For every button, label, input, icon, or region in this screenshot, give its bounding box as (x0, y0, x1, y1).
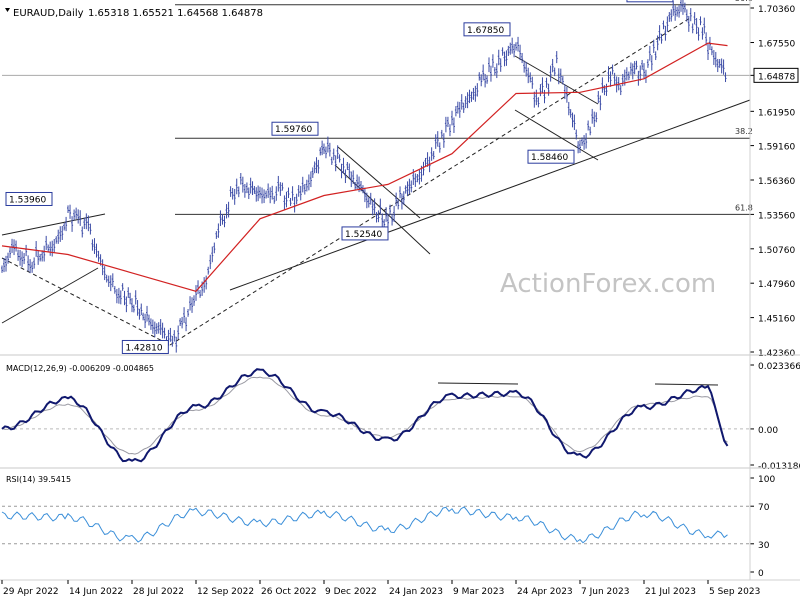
x-tick-label: 29 Apr 2022 (3, 587, 59, 597)
price-annotation: 1.70620 (626, 0, 674, 3)
price-annotation: 1.52540 (341, 226, 389, 241)
price-y-tick-label: 1.47960 (758, 280, 795, 290)
x-tick-label: 21 Jul 2023 (645, 587, 696, 597)
macd-y-tick-label: 0.023366 (758, 362, 800, 372)
sma-line (1, 42, 728, 292)
trend-line (514, 109, 599, 161)
dropdown-triangle-icon (5, 8, 10, 12)
rsi-y-tick-label: 0 (758, 569, 764, 579)
current-price-marker: 1.64878 (753, 67, 799, 83)
trend-line (169, 17, 691, 346)
rsi-line (1, 506, 728, 544)
rsi-panel: RSI(14) 39.5415 100 70 30 0 (1, 475, 775, 579)
trend-line (1, 213, 106, 236)
price-y-tick-label: 1.70360 (758, 5, 795, 15)
rsi-y-tick-label: 30 (758, 541, 770, 551)
macd-trend-line (654, 383, 719, 386)
price-annotation: 1.67850 (463, 22, 511, 37)
macd-y-tick-label: 0.00 (758, 426, 778, 436)
svg-text:1.70620: 1.70620 (630, 0, 667, 2)
x-tick-label: 7 Jun 2023 (581, 587, 629, 597)
price-y-tick-label: 1.50760 (758, 246, 795, 256)
trend-line (514, 55, 599, 105)
symbol-label: EURAUD,Daily (13, 8, 84, 19)
price-annotation: 1.59760 (271, 121, 319, 136)
svg-text:1.59760: 1.59760 (275, 125, 312, 135)
trend-line (1, 267, 99, 324)
price-y-tick-label: 1.59160 (758, 143, 795, 153)
x-tick-label: 24 Jan 2023 (389, 587, 443, 597)
macd-panel: MACD(12,26,9) -0.006209 -0.004865 0.02336… (1, 362, 800, 472)
rsi-y-tick-label: 100 (758, 475, 775, 485)
price-y-tick-label: 1.53560 (758, 211, 795, 221)
x-axis: 29 Apr 2022 14 Jun 2022 28 Jul 2022 12 Sep … (1, 580, 760, 597)
trend-line (337, 146, 421, 219)
x-tick-label: 14 Jun 2022 (69, 587, 123, 597)
fib-level-label: 38.2 (735, 127, 753, 136)
macd-y-tick-label: -0.013186 (758, 462, 800, 472)
svg-text:1.58460: 1.58460 (531, 153, 568, 163)
price-y-tick-label: 1.45160 (758, 315, 795, 325)
svg-text:1.42810: 1.42810 (125, 343, 162, 353)
price-annotation: 1.42810 (121, 339, 169, 354)
price-annotation: 1.53960 (5, 191, 53, 206)
price-panel: 1.70360 1.67550 1.64878 1.61950 1.59160 1.563… (1, 0, 799, 359)
macd-trend-line (437, 382, 519, 385)
x-tick-label: 5 Sep 2023 (709, 587, 760, 597)
price-y-tick-label: 1.61950 (758, 108, 795, 118)
price-y-tick-label: 1.56360 (758, 177, 795, 187)
chart-header: EURAUD,Daily 1.65318 1.65521 1.64568 1.6… (5, 8, 263, 19)
svg-text:1.53960: 1.53960 (9, 195, 46, 205)
trend-line (229, 99, 751, 291)
x-tick-label: 26 Oct 2022 (261, 587, 317, 597)
price-annotation: 1.58460 (527, 149, 575, 164)
fib-level-label: 50.0 (735, 0, 753, 3)
current-price-label: 1.64878 (758, 72, 795, 82)
price-y-tick-label: 1.67550 (758, 40, 795, 50)
macd-signal-line (1, 376, 728, 455)
x-tick-label: 12 Sep 2022 (197, 587, 254, 597)
x-tick-label: 9 Mar 2023 (453, 587, 504, 597)
svg-text:1.67850: 1.67850 (467, 26, 504, 36)
rsi-title: RSI(14) 39.5415 (6, 475, 71, 484)
price-y-tick-label: 1.42360 (758, 349, 795, 359)
rsi-y-tick-label: 70 (758, 503, 770, 513)
macd-title: MACD(12,26,9) -0.006209 -0.004865 (6, 364, 154, 373)
ohlc-label: 1.65318 1.65521 1.64568 1.64878 (88, 8, 263, 19)
x-tick-label: 28 Jul 2022 (133, 587, 184, 597)
x-tick-label: 24 Apr 2023 (517, 587, 573, 597)
fib-level-label: 61.8 (735, 203, 753, 212)
svg-text:1.52540: 1.52540 (345, 230, 382, 240)
watermark: ActionForex.com (500, 269, 716, 299)
x-tick-label: 9 Dec 2022 (325, 587, 377, 597)
macd-line (1, 368, 729, 463)
